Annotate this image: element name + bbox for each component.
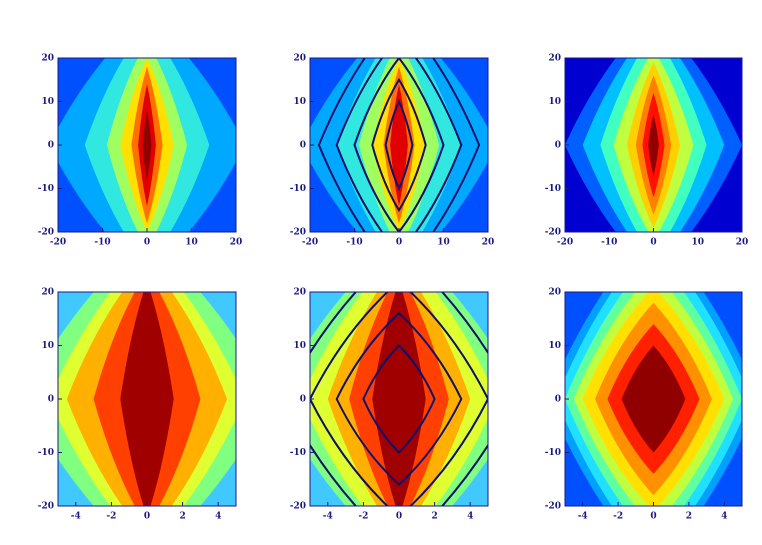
x-tick-label: -2 <box>106 512 116 522</box>
contour-line <box>371 77 427 213</box>
y-tick-label: -10 <box>545 448 561 458</box>
y-tick-label: 20 <box>41 54 54 64</box>
y-tick-label: -20 <box>545 502 561 512</box>
contour-line <box>335 312 463 486</box>
y-tick-label: 0 <box>300 395 306 405</box>
panel <box>58 292 236 506</box>
y-tick-label: -10 <box>38 448 54 458</box>
x-tick-label: 2 <box>179 512 185 522</box>
y-tick-label: 20 <box>548 54 561 64</box>
x-tick-label: -10 <box>601 238 617 248</box>
x-tick-label: -10 <box>94 238 110 248</box>
x-tick-label: 0 <box>650 512 656 522</box>
panel <box>310 292 488 506</box>
contour-line <box>384 99 414 191</box>
y-tick-label: -20 <box>545 228 561 238</box>
x-tick-label: -2 <box>358 512 368 522</box>
x-tick-label: -20 <box>557 238 573 248</box>
y-tick-label: 0 <box>48 395 54 405</box>
x-tick-label: -4 <box>71 512 81 522</box>
x-tick-label: 10 <box>691 238 704 248</box>
y-tick-label: 20 <box>293 54 306 64</box>
x-tick-label: -4 <box>578 512 588 522</box>
band <box>621 345 686 453</box>
y-tick-label: 10 <box>293 341 306 351</box>
x-tick-label: -20 <box>50 238 66 248</box>
y-tick-label: -20 <box>38 228 54 238</box>
y-tick-label: 10 <box>41 341 54 351</box>
x-tick-label: -20 <box>302 238 318 248</box>
y-tick-label: 10 <box>548 97 561 107</box>
band <box>142 110 152 180</box>
contour-line <box>335 58 463 232</box>
y-tick-label: 10 <box>293 97 306 107</box>
panel <box>310 58 488 232</box>
x-tick-label: 20 <box>736 238 749 248</box>
y-tick-label: -10 <box>38 184 54 194</box>
x-tick-label: 2 <box>431 512 437 522</box>
y-tick-label: -10 <box>290 184 306 194</box>
band <box>648 114 659 176</box>
x-tick-label: 0 <box>396 238 402 248</box>
y-tick-label: 0 <box>48 141 54 151</box>
x-tick-label: 20 <box>230 238 243 248</box>
y-tick-label: -10 <box>545 184 561 194</box>
x-tick-label: 4 <box>215 512 221 522</box>
x-tick-label: -10 <box>346 238 362 248</box>
panel <box>565 292 742 506</box>
y-tick-label: 0 <box>300 141 306 151</box>
x-tick-label: 20 <box>482 238 495 248</box>
y-tick-label: -20 <box>38 502 54 512</box>
panel <box>58 58 236 232</box>
y-tick-label: 20 <box>293 288 306 298</box>
y-tick-label: 0 <box>555 141 561 151</box>
y-tick-label: 20 <box>548 288 561 298</box>
band <box>372 292 426 506</box>
y-tick-label: 20 <box>41 288 54 298</box>
x-tick-label: -2 <box>613 512 623 522</box>
contour-line <box>362 344 436 454</box>
y-tick-label: -20 <box>290 502 306 512</box>
contour-line <box>317 58 481 232</box>
y-tick-label: 10 <box>41 97 54 107</box>
x-tick-label: 4 <box>721 512 727 522</box>
x-tick-label: 4 <box>467 512 473 522</box>
contour-line <box>310 292 488 506</box>
band <box>120 292 174 506</box>
y-tick-label: -20 <box>290 228 306 238</box>
x-tick-label: 10 <box>185 238 198 248</box>
x-tick-label: 0 <box>396 512 402 522</box>
x-tick-label: -4 <box>323 512 333 522</box>
x-tick-label: 10 <box>437 238 450 248</box>
y-tick-label: -10 <box>290 448 306 458</box>
panel <box>565 58 742 232</box>
y-tick-label: 10 <box>548 341 561 351</box>
x-tick-label: 2 <box>686 512 692 522</box>
x-tick-label: 0 <box>144 238 150 248</box>
contour-line <box>353 58 445 232</box>
x-tick-label: 0 <box>650 238 656 248</box>
y-tick-label: 0 <box>555 395 561 405</box>
x-tick-label: 0 <box>144 512 150 522</box>
